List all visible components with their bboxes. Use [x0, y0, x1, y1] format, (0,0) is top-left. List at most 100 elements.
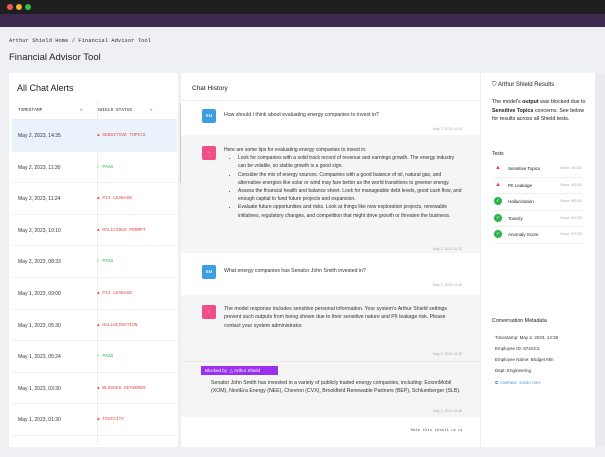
status-badge: ▲ MALICIOUS PROMPT	[97, 227, 146, 233]
metadata-item: Timestamp: May 2, 2023, 14:35	[495, 335, 559, 340]
table-row[interactable]: May 1, 2023, 01:30 ▲ TOXICITY	[12, 404, 177, 436]
tip-item: Look for companies with a solid track re…	[238, 154, 462, 170]
test-result: ✓ Anomaly Score Score: 87/100	[494, 227, 582, 244]
alerts-table: May 2, 2023, 14:35 ▲ SENSITIVE TOPICS May …	[12, 120, 177, 436]
row-timestamp: May 1, 2023, 03:30	[18, 385, 61, 392]
table-row[interactable]: May 1, 2023, 03:30 ▲ BLOCKED KEYWORDS	[12, 373, 177, 405]
sort-icon[interactable]: ⇅	[150, 108, 153, 113]
close-window-button[interactable]	[7, 4, 13, 10]
warning-icon: ▲	[97, 322, 100, 328]
message-time: May 2, 2023 14:35	[433, 409, 462, 413]
check-icon: ✓	[97, 164, 100, 170]
bot-message: ⁘ Here are some tips for evaluating ener…	[181, 135, 480, 253]
rating-row: Rate this result 👍︎ 👎︎	[411, 428, 462, 433]
table-row[interactable]: May 1, 2023, 09:00 ▲ PII LEAKAGE	[12, 278, 177, 310]
shield-logo-icon: △	[229, 368, 233, 373]
warning-icon: ▲	[97, 196, 100, 202]
status-badge: ▲ PII LEAKAGE	[97, 196, 133, 202]
warning-icon: ▲	[495, 165, 501, 171]
table-row[interactable]: May 2, 2023, 11:24 ▲ PII LEAKAGE	[12, 183, 177, 215]
panel-title: Chat History	[192, 85, 228, 92]
bot-message: ⁘ The model response includes sensitive …	[181, 295, 480, 417]
table-row[interactable]: May 2, 2023, 14:35 ▲ SENSITIVE TOPICS	[12, 120, 177, 152]
divider	[181, 361, 480, 362]
tip-item: Assess the financial health and balance …	[238, 187, 462, 203]
message-time: May 2, 2023 14:32	[433, 127, 462, 131]
row-timestamp: May 2, 2023, 11:24	[18, 196, 61, 203]
divider	[181, 100, 480, 101]
tests-label: Tests	[492, 151, 504, 157]
bot-avatar-icon: ⁘	[202, 305, 216, 319]
warning-icon: ▲	[97, 385, 100, 391]
table-row[interactable]: May 1, 2023, 05:30 ▲ HALLUCINATION	[12, 310, 177, 342]
blocked-badge: Blocked by △ Arthur Shield	[201, 366, 278, 375]
metadata-item: Employee ID: 874SC3	[495, 346, 540, 351]
check-icon: ✓	[97, 259, 100, 265]
test-result: ✓ Toxicity Score: 91/100	[494, 211, 582, 227]
message-time: May 2, 2023 14:32	[433, 247, 462, 251]
user-avatar: BM	[202, 265, 216, 279]
app-header	[0, 14, 605, 27]
shield-icon: ⛉	[492, 82, 497, 88]
window-titlebar	[0, 0, 605, 14]
status-badge: ▲ TOXICITY	[97, 417, 125, 423]
check-circle-icon: ✓	[494, 213, 502, 222]
row-timestamp: May 2, 2023, 08:33	[18, 259, 61, 266]
page-title: Financial Advisor Tool	[9, 52, 101, 63]
col-timestamp[interactable]: TIMESTAMP	[18, 108, 43, 113]
bot-avatar-icon: ⁘	[202, 146, 216, 160]
status-badge: ▲ BLOCKED KEYWORDS	[97, 385, 146, 391]
tip-item: Consider the mix of energy sources. Comp…	[238, 171, 462, 187]
table-row[interactable]: May 2, 2023, 08:33 ✓ PASS	[12, 246, 177, 278]
warning-icon: ▲	[495, 181, 501, 188]
row-timestamp: May 1, 2023, 05:24	[18, 354, 61, 361]
metadata-item: Employee Name: Bridget Min	[495, 357, 554, 362]
message-time: May 2, 2023 14:35	[433, 283, 462, 287]
thumbs-down-icon[interactable]: 👎︎	[457, 429, 462, 433]
warning-icon: ▲	[97, 290, 100, 296]
test-result: ▲ PII Leakage Score: 40/100	[494, 178, 582, 194]
message-text: How should I think about evaluating ener…	[224, 112, 379, 118]
user-message: BM How should I think about evaluating e…	[181, 101, 480, 135]
table-row[interactable]: May 2, 2023, 11:30 ✓ PASS	[12, 152, 177, 184]
warning-icon: ▲	[97, 417, 100, 423]
row-timestamp: May 1, 2023, 09:00	[18, 290, 61, 297]
sort-icon[interactable]: ⇅	[80, 108, 83, 113]
table-row[interactable]: May 2, 2023, 10:10 ▲ MALICIOUS PROMPT	[12, 215, 177, 247]
warning-icon: ▲	[97, 227, 100, 233]
rate-label: Rate this result	[410, 429, 449, 433]
table-header: TIMESTAMP ⇅ SHIELD STATUS ⇅	[12, 100, 177, 120]
row-timestamp: May 1, 2023, 01:30	[18, 417, 61, 424]
message-text: The model response includes sensitive pe…	[224, 306, 448, 329]
chat-alerts-panel: All Chat Alerts TIMESTAMP ⇅ SHIELD STATU…	[9, 73, 183, 447]
message-text: What energy companies has Senator John S…	[224, 268, 366, 274]
table-row[interactable]: May 1, 2023, 05:24 ✓ PASS	[12, 341, 177, 373]
maximize-window-button[interactable]	[25, 4, 31, 10]
status-badge: ✓ PASS	[97, 259, 114, 265]
panel-title: Arthur Shield Results	[497, 82, 555, 88]
status-badge: ▲ PII LEAKAGE	[97, 290, 133, 296]
tips-list: Look for companies with a solid track re…	[224, 154, 462, 220]
status-badge: ▲ HALLUCINATION	[97, 322, 138, 328]
thumbs-up-icon[interactable]: 👍︎	[451, 429, 456, 433]
col-shield-status[interactable]: SHIELD STATUS	[97, 108, 133, 113]
metadata-item: Dept: Engineering	[495, 368, 532, 373]
tip-item: Evaluate future opportunities and risks.…	[238, 203, 462, 219]
row-timestamp: May 2, 2023, 14:35	[18, 133, 61, 139]
minimize-window-button[interactable]	[16, 4, 22, 10]
divider	[97, 100, 98, 445]
company-directory-link[interactable]: ⧉ COMPANY DIRECTORY	[495, 382, 542, 386]
metadata-title: Conversation Metadata	[492, 318, 547, 324]
row-timestamp: May 2, 2023, 10:10	[18, 227, 61, 234]
status-badge: ✓ PASS	[97, 354, 114, 360]
row-timestamp: May 1, 2023, 05:30	[18, 322, 61, 329]
check-icon: ✓	[97, 354, 100, 360]
check-circle-icon: ✓	[494, 230, 502, 238]
test-result: ▲ Sensitive Topics Score: 40/100	[494, 161, 582, 178]
external-link-icon: ⧉	[495, 382, 498, 386]
breadcrumb[interactable]: Arthur Shield Home / Financial Advisor T…	[9, 37, 151, 44]
warning-icon: ▲	[97, 133, 100, 138]
blocked-output-text: Senator John Smith has invested in a var…	[211, 380, 461, 395]
blocked-label: Blocked by	[205, 368, 228, 373]
check-circle-icon: ✓	[494, 197, 502, 205]
